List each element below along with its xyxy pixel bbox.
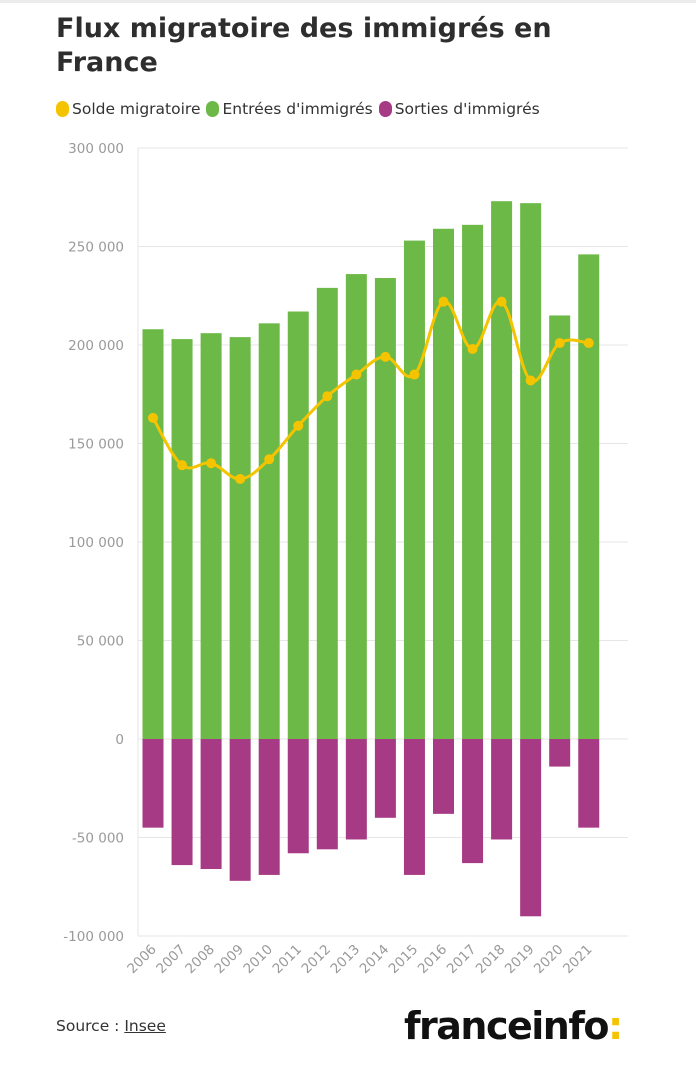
- y-tick-label: -50 000: [72, 831, 124, 847]
- bar-sorties: [491, 739, 513, 840]
- bar-entrees: [491, 201, 513, 739]
- bar-entrees: [142, 329, 164, 739]
- legend-swatch-solde: [56, 101, 69, 117]
- bar-sorties: [578, 739, 600, 828]
- source-note: Source : Insee: [56, 1017, 166, 1035]
- point-solde: [496, 296, 507, 307]
- x-tick-label: 2017: [444, 942, 480, 978]
- franceinfo-logo: franceinfo:: [404, 998, 623, 1054]
- bar-sorties: [345, 739, 367, 840]
- x-tick-label: 2020: [531, 942, 567, 978]
- bar-entrees: [258, 323, 280, 739]
- x-tick-label: 2015: [386, 942, 422, 978]
- bar-entrees: [200, 333, 222, 739]
- point-solde: [467, 343, 478, 354]
- top-border: [0, 0, 696, 3]
- point-solde: [380, 351, 391, 362]
- x-tick-label: 2021: [560, 942, 596, 978]
- y-tick-label: 0: [115, 732, 124, 748]
- legend-item-sorties[interactable]: Sorties d'immigrés: [378, 100, 540, 118]
- source-link[interactable]: Insee: [124, 1017, 166, 1035]
- bar-sorties: [520, 739, 542, 917]
- point-solde: [554, 338, 565, 349]
- bar-sorties: [200, 739, 222, 870]
- y-tick-label: 100 000: [68, 535, 124, 551]
- point-solde: [177, 460, 188, 471]
- point-solde: [525, 375, 536, 386]
- bar-sorties: [374, 739, 396, 818]
- bar-entrees: [374, 278, 396, 739]
- bar-sorties: [462, 739, 484, 864]
- bar-sorties: [549, 739, 571, 767]
- bar-sorties: [316, 739, 338, 850]
- point-solde: [264, 454, 275, 465]
- legend: Solde migratoire Entrées d'immigrés Sort…: [56, 97, 546, 121]
- bar-sorties: [229, 739, 251, 881]
- point-solde: [322, 391, 333, 402]
- x-tick-label: 2009: [211, 942, 247, 978]
- legend-swatch-sorties: [378, 101, 392, 117]
- bar-entrees: [316, 287, 338, 739]
- x-tick-label: 2019: [502, 942, 538, 978]
- legend-swatch-entrees: [206, 101, 220, 117]
- legend-item-solde[interactable]: Solde migratoire: [56, 100, 200, 118]
- x-tick-label: 2014: [357, 942, 393, 978]
- legend-label-entrees: Entrées d'immigrés: [222, 100, 373, 118]
- point-solde: [583, 338, 594, 349]
- bar-entrees: [171, 339, 193, 739]
- x-tick-label: 2012: [299, 942, 335, 978]
- x-tick-label: 2008: [182, 942, 218, 978]
- point-solde: [293, 420, 304, 431]
- bar-sorties: [258, 739, 280, 875]
- bar-entrees: [462, 224, 484, 739]
- x-tick-label: 2010: [240, 942, 276, 978]
- bar-entrees: [229, 337, 251, 739]
- point-solde: [409, 369, 420, 380]
- x-tick-label: 2006: [124, 942, 160, 978]
- x-tick-label: 2016: [415, 942, 451, 978]
- point-solde: [206, 458, 217, 469]
- point-solde: [438, 296, 449, 307]
- bar-entrees: [520, 203, 542, 739]
- x-tick-label: 2007: [153, 942, 189, 978]
- y-tick-label: 50 000: [77, 634, 124, 650]
- bar-entrees: [549, 315, 571, 739]
- source-label: Source :: [56, 1017, 125, 1035]
- brand-name: franceinfo: [404, 1004, 609, 1048]
- x-tick-label: 2018: [473, 942, 509, 978]
- bar-sorties: [287, 739, 309, 854]
- bar-entrees: [345, 274, 367, 739]
- y-tick-label: 300 000: [68, 141, 124, 157]
- legend-label-solde: Solde migratoire: [72, 100, 201, 118]
- bar-sorties: [171, 739, 193, 866]
- y-tick-label: -100 000: [63, 929, 124, 945]
- point-solde: [148, 412, 158, 423]
- y-tick-label: 250 000: [68, 240, 124, 256]
- y-tick-label: 150 000: [68, 437, 124, 453]
- bar-sorties: [403, 739, 425, 875]
- bar-sorties: [433, 739, 454, 814]
- legend-item-entrees[interactable]: Entrées d'immigrés: [206, 100, 373, 118]
- bar-sorties: [142, 739, 164, 828]
- bar-entrees: [403, 240, 425, 739]
- chart-title: Flux migratoire des immigrés en France: [56, 13, 552, 78]
- point-solde: [235, 473, 246, 484]
- x-tick-label: 2011: [269, 942, 305, 978]
- chart-area: 300 000 250 000 200 000 150 000 100 000 50 00…: [63, 141, 628, 978]
- point-solde: [351, 369, 362, 380]
- legend-label-sorties: Sorties d'immigrés: [394, 100, 540, 118]
- x-tick-label: 2013: [328, 942, 364, 978]
- bar-entrees: [578, 254, 600, 739]
- y-tick-label: 200 000: [68, 338, 124, 354]
- bar-entrees: [287, 311, 309, 739]
- bar-entrees: [433, 228, 454, 739]
- brand-colon: :: [607, 1004, 623, 1048]
